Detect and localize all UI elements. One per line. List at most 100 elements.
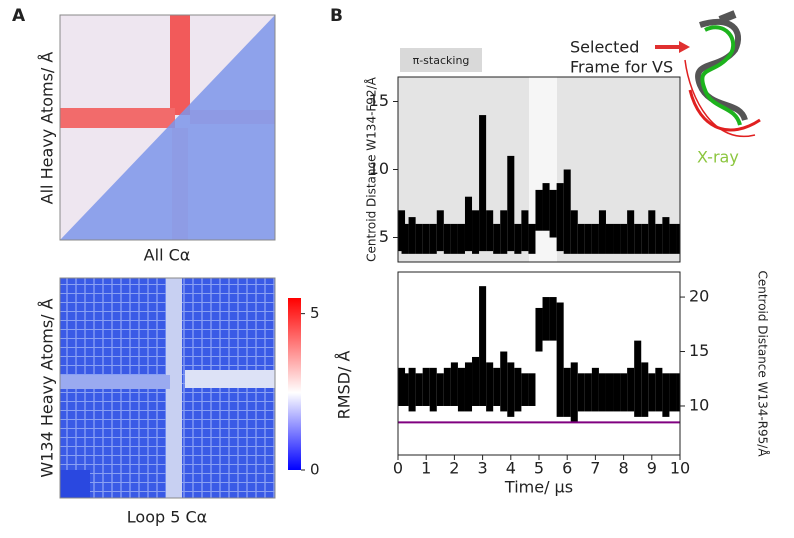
trace-band	[549, 297, 557, 341]
trace-band	[662, 373, 670, 417]
trace-band	[514, 367, 522, 412]
trace-band	[620, 373, 628, 412]
trace-band	[535, 189, 543, 231]
trace-band	[450, 223, 458, 254]
trace-band	[443, 223, 451, 254]
trace-band	[570, 210, 578, 254]
trace-band	[443, 367, 451, 406]
trace-band	[507, 155, 515, 252]
trace-band	[598, 210, 606, 254]
heatmap-ylabel: All Heavy Atoms/ Å	[38, 52, 57, 205]
panel-label: A	[12, 6, 26, 26]
trace-band	[648, 373, 656, 412]
x-tick-label: 9	[647, 459, 657, 478]
trace-band	[507, 362, 515, 417]
trace-band	[472, 210, 480, 254]
trace-band	[627, 367, 635, 412]
trace-band	[500, 351, 508, 412]
trace-band	[634, 223, 642, 254]
trace-band	[598, 373, 606, 412]
trace-band	[436, 373, 444, 406]
y-tick-label: 10	[369, 159, 389, 178]
annotation: π-stacking	[413, 54, 470, 67]
trace-band	[486, 362, 494, 412]
x-tick-label: 7	[590, 459, 600, 478]
trace-band	[457, 367, 465, 412]
colorbar	[288, 298, 301, 470]
trace-band	[620, 223, 628, 254]
x-tick-label: 6	[562, 459, 572, 478]
x-tick-label: 5	[534, 459, 544, 478]
y-tick-label: 15	[689, 341, 709, 360]
y-axis-label: Centroid Distance W134-F92/Å	[364, 76, 379, 261]
trace-band	[556, 302, 564, 417]
annotation: Frame for VS	[570, 58, 673, 77]
panel-label: B	[330, 6, 343, 26]
trace-band	[429, 367, 437, 412]
trace-band	[577, 223, 585, 254]
trace-band	[528, 223, 536, 254]
trace-band	[669, 373, 677, 412]
trace-band	[472, 356, 480, 406]
trace-band	[627, 210, 635, 254]
heatmap	[59, 277, 276, 499]
trace-band	[464, 362, 473, 412]
trace-band	[493, 223, 501, 254]
trace-band	[415, 223, 423, 254]
y-tick-label: 20	[689, 287, 709, 306]
trace-band	[479, 286, 487, 406]
trace-band	[479, 115, 487, 252]
trace-band	[549, 189, 557, 238]
trace-band	[584, 373, 592, 412]
x-tick-label: 2	[449, 459, 459, 478]
trace-band	[641, 362, 649, 417]
trace-band	[457, 223, 465, 254]
trace-band	[676, 373, 680, 412]
colorbar-label: RMSD/ Å	[335, 351, 354, 420]
x-tick-label: 0	[393, 459, 403, 478]
trace-band	[556, 183, 564, 252]
trace-band	[577, 373, 585, 412]
trace-band	[401, 373, 409, 406]
y-axis-label: Centroid Distance W134-R95/Å	[756, 270, 771, 457]
trace-band	[429, 223, 437, 254]
trace-band	[422, 367, 430, 406]
trace-band	[542, 297, 550, 341]
x-tick-label: 1	[421, 459, 431, 478]
trace-band	[436, 210, 444, 252]
trace-band	[613, 223, 621, 254]
trace-band	[521, 373, 529, 406]
trace-band	[500, 210, 508, 254]
annotation-box	[400, 48, 482, 72]
trace-band	[401, 223, 409, 254]
trace-band	[408, 367, 416, 412]
trace-band	[591, 223, 599, 254]
trace-band	[655, 223, 663, 254]
trace-band	[662, 217, 670, 254]
trace-band	[493, 367, 501, 406]
heatmap	[59, 14, 276, 241]
trace-band	[415, 373, 423, 406]
trace-band	[669, 223, 677, 254]
x-tick-label: 10	[670, 459, 690, 478]
trace-band	[464, 196, 473, 252]
trace-band	[570, 362, 578, 423]
trace-band	[408, 217, 416, 254]
annotation: X-ray	[697, 148, 739, 167]
colorbar-tick-label: 5	[310, 304, 320, 322]
x-tick-label: 3	[478, 459, 488, 478]
y-tick-label: 15	[369, 91, 389, 110]
y-tick-label: 5	[379, 227, 389, 246]
heatmap-xlabel: Loop 5 Cα	[127, 508, 207, 527]
trace-band	[676, 223, 680, 254]
trace-band	[634, 340, 642, 417]
trace-band	[584, 223, 592, 254]
trace-band	[563, 169, 571, 254]
trace-band	[563, 367, 571, 417]
trace-band	[591, 367, 599, 412]
y-tick-label: 10	[689, 395, 709, 414]
trace-band	[648, 210, 656, 254]
trace-band	[486, 210, 494, 252]
trace-band	[422, 223, 430, 254]
